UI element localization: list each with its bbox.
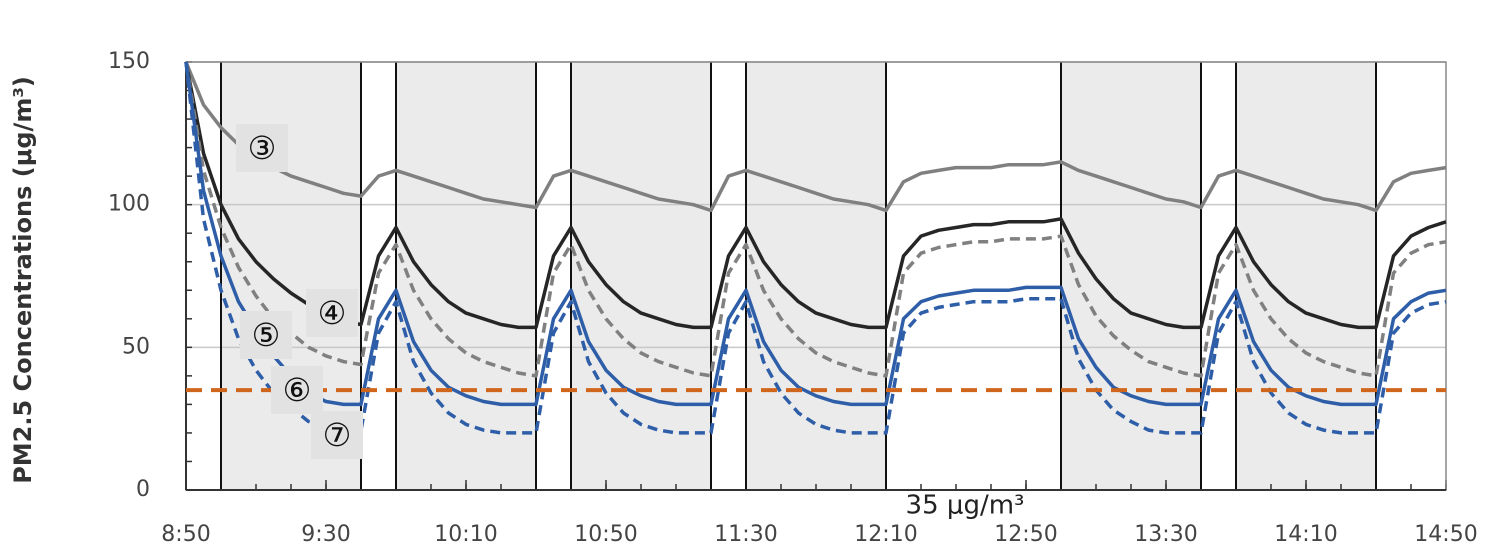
series-label-box <box>236 124 288 172</box>
y-tick-label: 100 <box>108 192 150 217</box>
series-line <box>184 61 1447 330</box>
x-tick-label: 12:50 <box>994 522 1057 547</box>
series-label-box <box>311 411 363 459</box>
series-label-box <box>271 366 323 414</box>
x-tick-label: 10:50 <box>574 522 637 547</box>
x-tick-label: 14:10 <box>1274 522 1337 547</box>
series-line <box>184 61 1447 435</box>
class-period <box>396 62 536 490</box>
series-label: ③ <box>248 129 277 167</box>
x-tick-label: 11:30 <box>714 522 777 547</box>
series-label-box <box>240 311 292 359</box>
series-line <box>184 61 1447 213</box>
x-tick-label: 9:30 <box>301 522 350 547</box>
class-period <box>746 62 886 490</box>
x-tick-label: 13:30 <box>1134 522 1197 547</box>
class-period <box>1236 62 1376 490</box>
x-tick-label: 8:50 <box>161 522 210 547</box>
x-tick-label: 14:50 <box>1414 522 1477 547</box>
class-period <box>1061 62 1201 490</box>
class-period <box>571 62 711 490</box>
series-label: ⑥ <box>283 371 312 409</box>
x-tick-label: 12:10 <box>854 522 917 547</box>
y-tick-label: 0 <box>136 477 150 502</box>
x-tick-label: 10:10 <box>434 522 497 547</box>
series-label: ⑤ <box>252 316 281 354</box>
series-label: ⑦ <box>323 416 352 454</box>
threshold-label: 35 μg/m³ <box>906 491 1025 521</box>
series-line <box>184 61 1447 378</box>
y-tick-label: 150 <box>108 49 150 74</box>
y-tick-label: 50 <box>122 334 150 359</box>
series-label-box <box>306 289 358 337</box>
series-label: ④ <box>318 294 347 332</box>
y-axis-title: PM2.5 Concentrations (μg/m³) <box>9 76 37 484</box>
series-line <box>184 61 1447 407</box>
